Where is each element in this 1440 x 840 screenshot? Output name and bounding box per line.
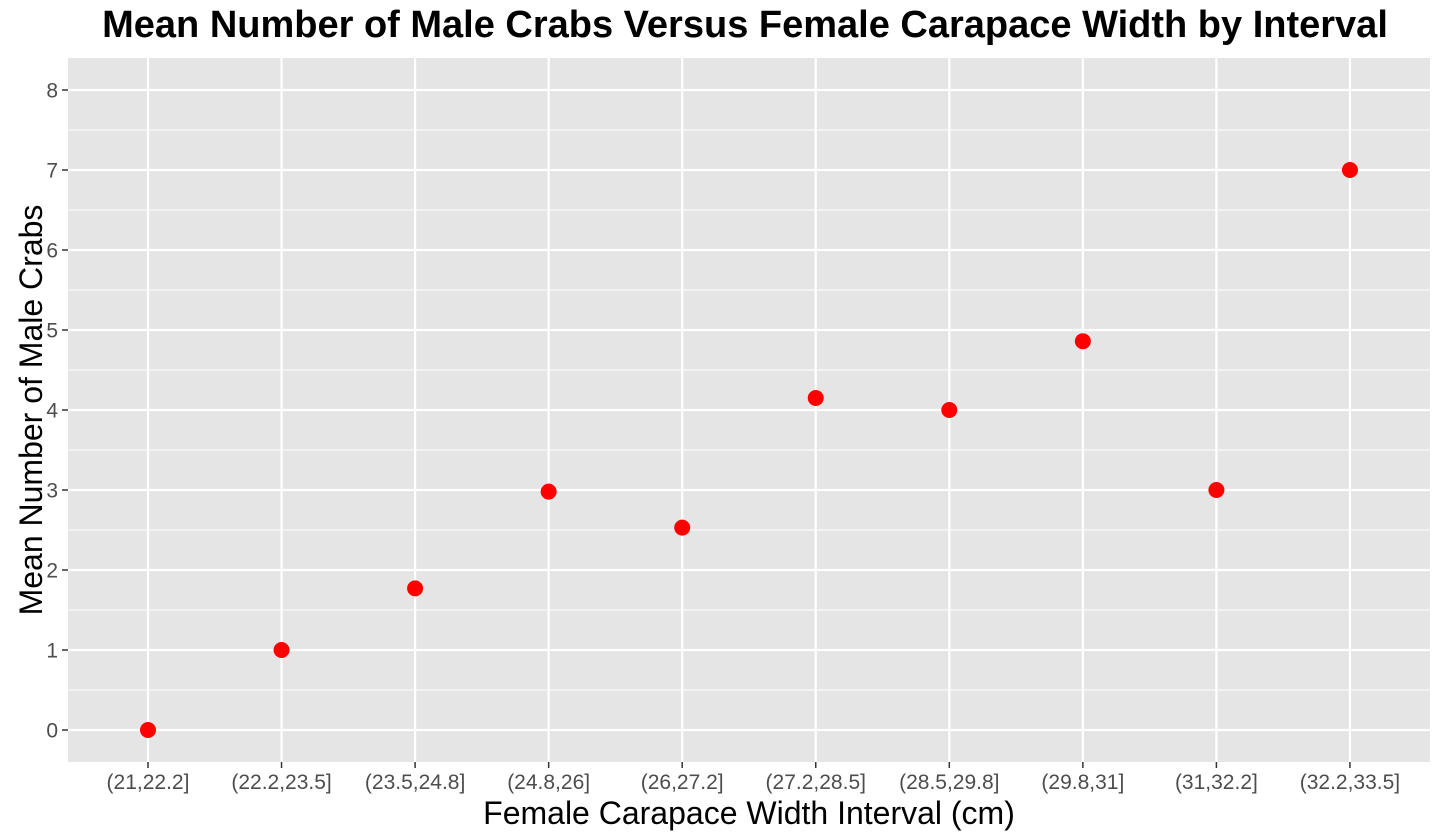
y-axis-title: Mean Number of Male Crabs — [13, 205, 49, 616]
y-tick-label: 8 — [46, 80, 58, 103]
y-tick-label: 1 — [46, 640, 58, 663]
x-tick-label: (21,22.2] — [107, 771, 190, 794]
chart-title: Mean Number of Male Crabs Versus Female … — [102, 4, 1388, 46]
data-point — [1341, 162, 1358, 178]
data-point — [407, 580, 424, 597]
x-tick-label: (29.8,31] — [1041, 771, 1124, 794]
x-tick-label: (24.8,26] — [507, 771, 590, 794]
x-axis-title: Female Carapace Width Interval (cm) — [483, 795, 1015, 831]
data-point — [1074, 333, 1091, 350]
data-point — [674, 519, 691, 536]
data-points — [140, 162, 1358, 738]
x-axis: (21,22.2] (22.2,23.5] (23.5,24.8] (24.8,26]… — [107, 762, 1400, 794]
x-tick-label: (27.2,28.5] — [766, 771, 866, 794]
y-tick-label: 4 — [46, 400, 58, 423]
data-point — [807, 390, 824, 406]
x-tick-label: (23.5,24.8] — [365, 771, 465, 794]
data-point — [540, 483, 557, 500]
y-tick-label: 5 — [46, 320, 58, 343]
y-tick-label: 3 — [46, 480, 58, 503]
data-point — [941, 402, 958, 418]
x-tick-label: (26,27.2] — [641, 771, 724, 794]
x-tick-label: (32.2,33.5] — [1300, 771, 1400, 794]
x-tick-label: (31,32.2] — [1175, 771, 1258, 794]
y-tick-label: 7 — [46, 160, 58, 183]
y-axis: 0 1 2 3 4 5 6 7 8 — [46, 80, 68, 743]
y-tick-label: 6 — [46, 240, 58, 263]
y-tick-label: 2 — [46, 560, 58, 583]
data-point — [1208, 482, 1225, 498]
data-point — [140, 722, 156, 738]
data-point — [273, 642, 290, 658]
minor-gridlines — [68, 129, 1430, 691]
y-tick-label: 0 — [46, 720, 58, 743]
x-tick-label: (28.5,29.8] — [899, 771, 999, 794]
x-tick-label: (22.2,23.5] — [231, 771, 331, 794]
